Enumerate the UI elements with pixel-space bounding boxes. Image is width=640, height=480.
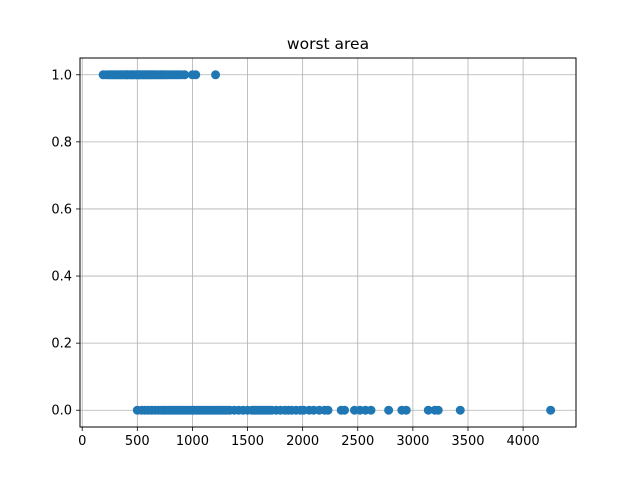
data-points xyxy=(98,70,556,415)
data-point xyxy=(180,70,190,80)
data-point xyxy=(384,405,394,415)
data-point xyxy=(433,405,443,415)
y-tick-label: 1.0 xyxy=(51,68,72,83)
x-axis: 0 500 1000 1500 2000 2500 3000 3500 4000 xyxy=(78,427,540,449)
x-tick-label: 500 xyxy=(125,434,150,449)
x-tick-label: 1000 xyxy=(176,434,209,449)
y-tick-label: 0.2 xyxy=(51,337,72,352)
x-tick-label: 3000 xyxy=(396,434,429,449)
plot-frame xyxy=(79,57,577,428)
x-tick-label: 1500 xyxy=(231,434,264,449)
plot-area xyxy=(80,58,576,427)
y-tick-label: 0.0 xyxy=(51,404,72,419)
y-tick-label: 0.8 xyxy=(51,135,72,150)
x-tick-label: 0 xyxy=(78,434,86,449)
x-tick-label: 2000 xyxy=(286,434,319,449)
data-point xyxy=(455,405,465,415)
x-tick-label: 3500 xyxy=(451,434,484,449)
y-axis: 0.0 0.2 0.4 0.6 0.8 1.0 xyxy=(51,68,80,419)
y-tick-label: 0.4 xyxy=(51,270,72,285)
chart-title: worst area xyxy=(287,35,369,53)
data-point xyxy=(366,405,376,415)
data-point xyxy=(323,405,333,415)
x-tick-label: 2500 xyxy=(341,434,374,449)
y-tick-label: 0.6 xyxy=(51,202,72,217)
x-tick-label: 4000 xyxy=(507,434,540,449)
data-point xyxy=(423,405,433,415)
data-point xyxy=(211,70,221,80)
data-point xyxy=(401,405,411,415)
data-point xyxy=(191,70,201,80)
data-point xyxy=(340,405,350,415)
data-point xyxy=(546,405,556,415)
